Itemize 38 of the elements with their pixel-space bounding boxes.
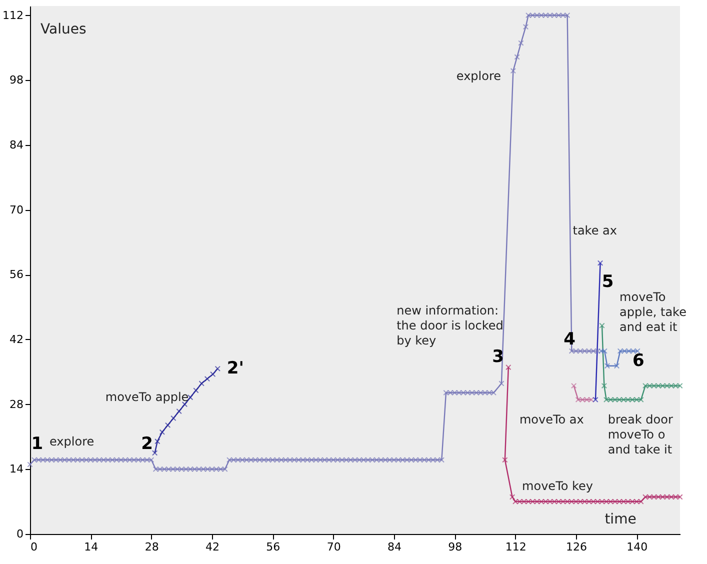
x-tick-label: 42 [206,540,220,554]
x-tick-label: 70 [326,540,341,554]
annotation: new information: the door is locked by key [396,304,504,348]
x-axis-title: time [604,512,636,528]
annotation: take ax [572,223,617,238]
annotation: break door moveTo o and take it [608,412,673,456]
y-tick-label: 28 [10,398,24,411]
annotation: 5 [602,272,614,292]
annotation: moveTo ax [519,412,584,426]
annotation: moveTo key [522,478,594,493]
annotation: 3 [492,347,504,368]
annotation: 6 [632,350,644,371]
annotation: 4 [564,330,576,350]
annotation: 2' [226,358,244,379]
x-tick-label: 112 [505,540,526,554]
x-tick-label: 98 [448,540,462,554]
annotation: moveTo apple [105,390,189,404]
annotation: explore [50,434,94,449]
x-tick-label: 14 [84,540,98,554]
annotation: 1 [31,434,44,454]
annotation: explore [456,69,502,84]
y-tick-label: 70 [10,203,24,216]
annotation: 2 [141,434,153,454]
annotation: moveTo apple, take and eat it [620,290,686,334]
x-tick-label: 0 [30,540,38,554]
y-axis-title: Values [40,22,86,38]
y-tick-label: 112 [2,8,24,22]
y-tick-label: 14 [10,462,24,476]
y-tick-label: 98 [10,74,24,87]
y-tick-label: 42 [10,332,24,346]
x-tick-label: 140 [626,540,648,554]
y-tick-label: 84 [10,138,24,152]
y-tick-label: 0 [16,528,24,540]
x-tick-label: 28 [144,540,159,554]
x-tick-label: 56 [266,540,280,554]
x-tick-label: 126 [566,540,587,554]
y-tick-label: 56 [10,268,24,282]
x-tick-label: 84 [388,540,402,554]
